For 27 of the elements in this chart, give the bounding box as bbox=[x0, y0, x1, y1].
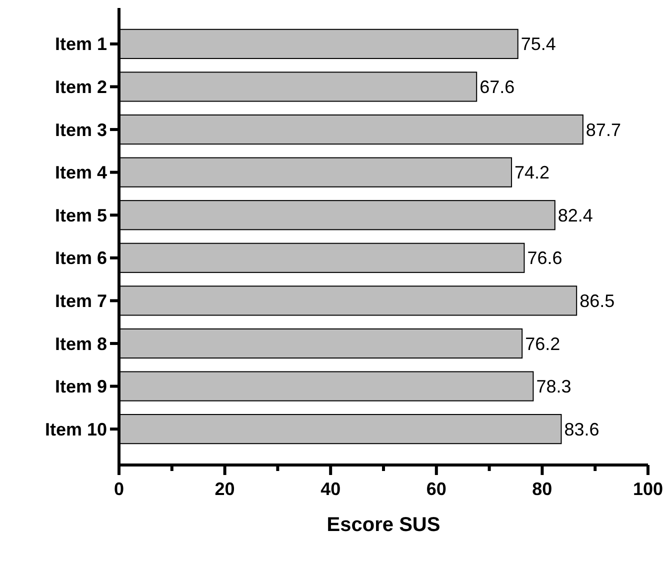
y-tick-label: Item 10 bbox=[44, 419, 107, 440]
y-tick-label: Item 5 bbox=[54, 205, 107, 226]
data-label: 75.4 bbox=[520, 34, 556, 54]
y-tick-label: Item 2 bbox=[54, 77, 107, 98]
x-tick-label: 60 bbox=[426, 479, 446, 499]
data-label: 87.7 bbox=[586, 120, 621, 140]
x-axis-title: Escore SUS bbox=[326, 514, 440, 536]
y-tick-label: Item 8 bbox=[54, 334, 107, 354]
y-tick-label: Item 1 bbox=[54, 34, 107, 54]
y-tick-label: Item 3 bbox=[54, 120, 107, 140]
x-tick-label: 100 bbox=[632, 479, 664, 499]
data-label: 82.4 bbox=[558, 205, 593, 226]
data-label: 74.2 bbox=[514, 162, 550, 183]
x-tick-label: 40 bbox=[320, 479, 341, 499]
y-tick-label: Item 4 bbox=[54, 162, 107, 183]
data-label: 76.2 bbox=[525, 334, 560, 354]
data-label: 78.3 bbox=[536, 376, 572, 397]
x-tick-label: 80 bbox=[532, 479, 552, 499]
y-tick-label: Item 9 bbox=[54, 376, 107, 397]
y-tick-label: Item 7 bbox=[54, 290, 107, 311]
x-tick-label: 0 bbox=[114, 479, 124, 499]
x-tick-label: 20 bbox=[214, 479, 235, 499]
data-label: 67.6 bbox=[480, 77, 515, 98]
y-tick-label: Item 6 bbox=[54, 248, 107, 268]
data-label: 83.6 bbox=[564, 419, 600, 440]
data-label: 86.5 bbox=[580, 290, 615, 311]
data-label: 76.6 bbox=[527, 248, 562, 268]
